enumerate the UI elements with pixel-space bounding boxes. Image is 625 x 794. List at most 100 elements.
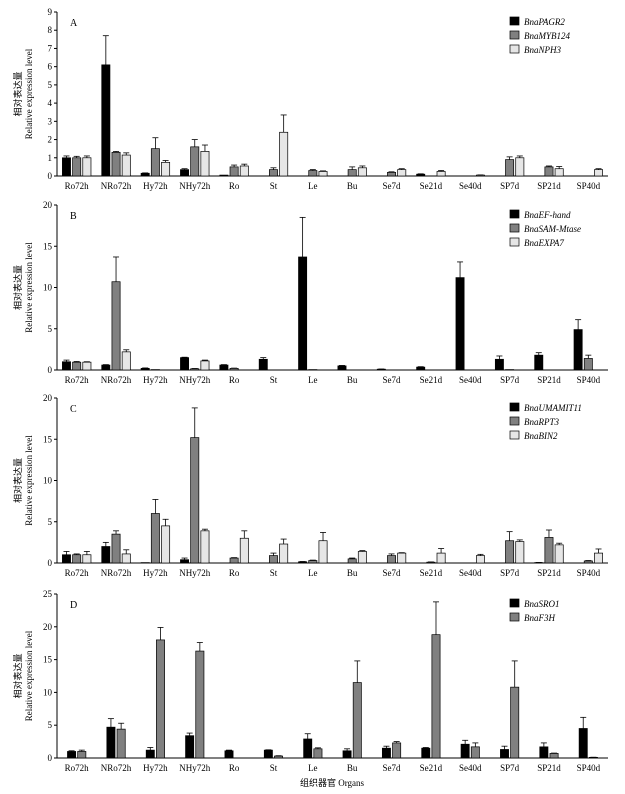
- bar: [161, 525, 171, 564]
- bar: [258, 358, 268, 371]
- bar: [219, 364, 229, 371]
- bar: [219, 174, 229, 177]
- panel-letter: B: [70, 211, 77, 222]
- x-tick-label: NHy72h: [179, 181, 210, 191]
- x-tick-label: St: [270, 763, 278, 773]
- x-tick-label: Se21d: [420, 375, 443, 385]
- x-tick-label: Bu: [347, 568, 358, 578]
- panel-a: 0 1 2 3 4 5 6 7 8 9 相对表达量 Relative expression level…: [12, 7, 608, 191]
- bar: [421, 747, 431, 759]
- bar: [111, 281, 121, 371]
- bar: [111, 533, 121, 564]
- bar: [229, 166, 239, 177]
- x-tick-label: Ro: [229, 181, 240, 191]
- bar: [263, 749, 273, 759]
- legend-label: BnaSAM-Mtase: [524, 224, 581, 234]
- bar: [357, 551, 367, 564]
- bar: [539, 746, 549, 759]
- bar: [200, 530, 210, 564]
- x-tick-label: Bu: [347, 763, 358, 773]
- legend-swatch: [509, 44, 520, 54]
- x-axis-title: 组织器官 Organs: [300, 777, 365, 788]
- bar: [101, 546, 111, 564]
- x-tick-label: Se21d: [420, 181, 443, 191]
- y-tick-label: 15: [43, 241, 53, 251]
- y-tick-label: 20: [43, 393, 53, 403]
- bar: [279, 543, 289, 564]
- bar: [279, 131, 289, 177]
- legend-label: BnaF3H: [524, 613, 555, 623]
- bar: [460, 743, 470, 759]
- bar: [101, 64, 111, 177]
- x-tick-label: SP21d: [537, 181, 561, 191]
- bar: [416, 173, 426, 177]
- bar: [594, 552, 603, 564]
- bar: [145, 749, 155, 759]
- panel-b: 0 5 10 15 20 相对表达量 Relative expression level B R…: [12, 200, 608, 385]
- bar: [318, 540, 328, 564]
- bar: [554, 168, 564, 177]
- bar: [72, 361, 82, 371]
- x-tick-label: SP40d: [577, 181, 601, 191]
- x-tick-label: NRo72h: [101, 181, 132, 191]
- bar: [101, 364, 111, 371]
- x-tick-label: Se21d: [420, 763, 443, 773]
- legend-swatch: [509, 430, 520, 440]
- x-tick-label: SP21d: [537, 763, 561, 773]
- bar: [318, 171, 328, 177]
- y-tick-label: 20: [43, 200, 53, 210]
- bar: [347, 558, 357, 564]
- bar: [82, 157, 92, 177]
- legend-label: BnaUMAMIT11: [524, 403, 582, 413]
- y-tick-label: 7: [48, 43, 53, 53]
- legend-swatch: [509, 612, 520, 622]
- bar: [121, 553, 131, 564]
- x-tick-label: Hy72h: [143, 375, 168, 385]
- bar: [62, 554, 71, 564]
- bar: [82, 361, 92, 371]
- bar: [578, 728, 588, 759]
- bar: [269, 555, 278, 564]
- y-axis-title-en: Relative expression level: [24, 630, 34, 721]
- y-tick-label: 4: [48, 98, 53, 108]
- x-tick-label: St: [270, 568, 278, 578]
- y-tick-label: 5: [48, 80, 53, 90]
- legend-label: BnaPAGR2: [524, 17, 565, 27]
- legend-swatch: [509, 402, 520, 412]
- x-tick-label: Ro72h: [65, 763, 90, 773]
- bar: [534, 354, 544, 371]
- y-tick-label: 0: [48, 171, 53, 181]
- x-tick-label: Se7d: [383, 568, 402, 578]
- bar: [573, 329, 583, 371]
- legend-swatch: [509, 209, 520, 219]
- y-axis-title-en: Relative expression level: [24, 435, 34, 526]
- x-tick-label: Ro: [229, 763, 240, 773]
- y-tick-label: 20: [43, 622, 53, 632]
- bar: [180, 169, 189, 177]
- bar: [72, 157, 82, 177]
- y-axis-title-en: Relative expression level: [24, 242, 34, 333]
- bar: [416, 366, 426, 371]
- bar: [308, 170, 318, 177]
- bar: [381, 747, 391, 759]
- bar: [470, 746, 480, 759]
- x-tick-label: Le: [308, 568, 318, 578]
- x-tick-label: Hy72h: [143, 181, 168, 191]
- bar: [180, 559, 189, 564]
- y-tick-label: 5: [48, 720, 53, 730]
- bar: [583, 358, 593, 371]
- bar: [544, 166, 554, 177]
- y-axis-title-cn: 相对表达量: [12, 653, 23, 698]
- y-tick-label: 3: [48, 116, 53, 126]
- x-tick-label: NRo72h: [101, 375, 132, 385]
- bar: [387, 172, 396, 177]
- bar: [140, 172, 150, 177]
- bar: [397, 169, 407, 177]
- bar: [180, 357, 189, 371]
- bar: [431, 634, 441, 759]
- x-tick-label: Se40d: [459, 568, 482, 578]
- bar: [274, 755, 284, 759]
- bar: [594, 169, 603, 177]
- bar: [224, 750, 234, 759]
- y-tick-label: 10: [43, 687, 53, 697]
